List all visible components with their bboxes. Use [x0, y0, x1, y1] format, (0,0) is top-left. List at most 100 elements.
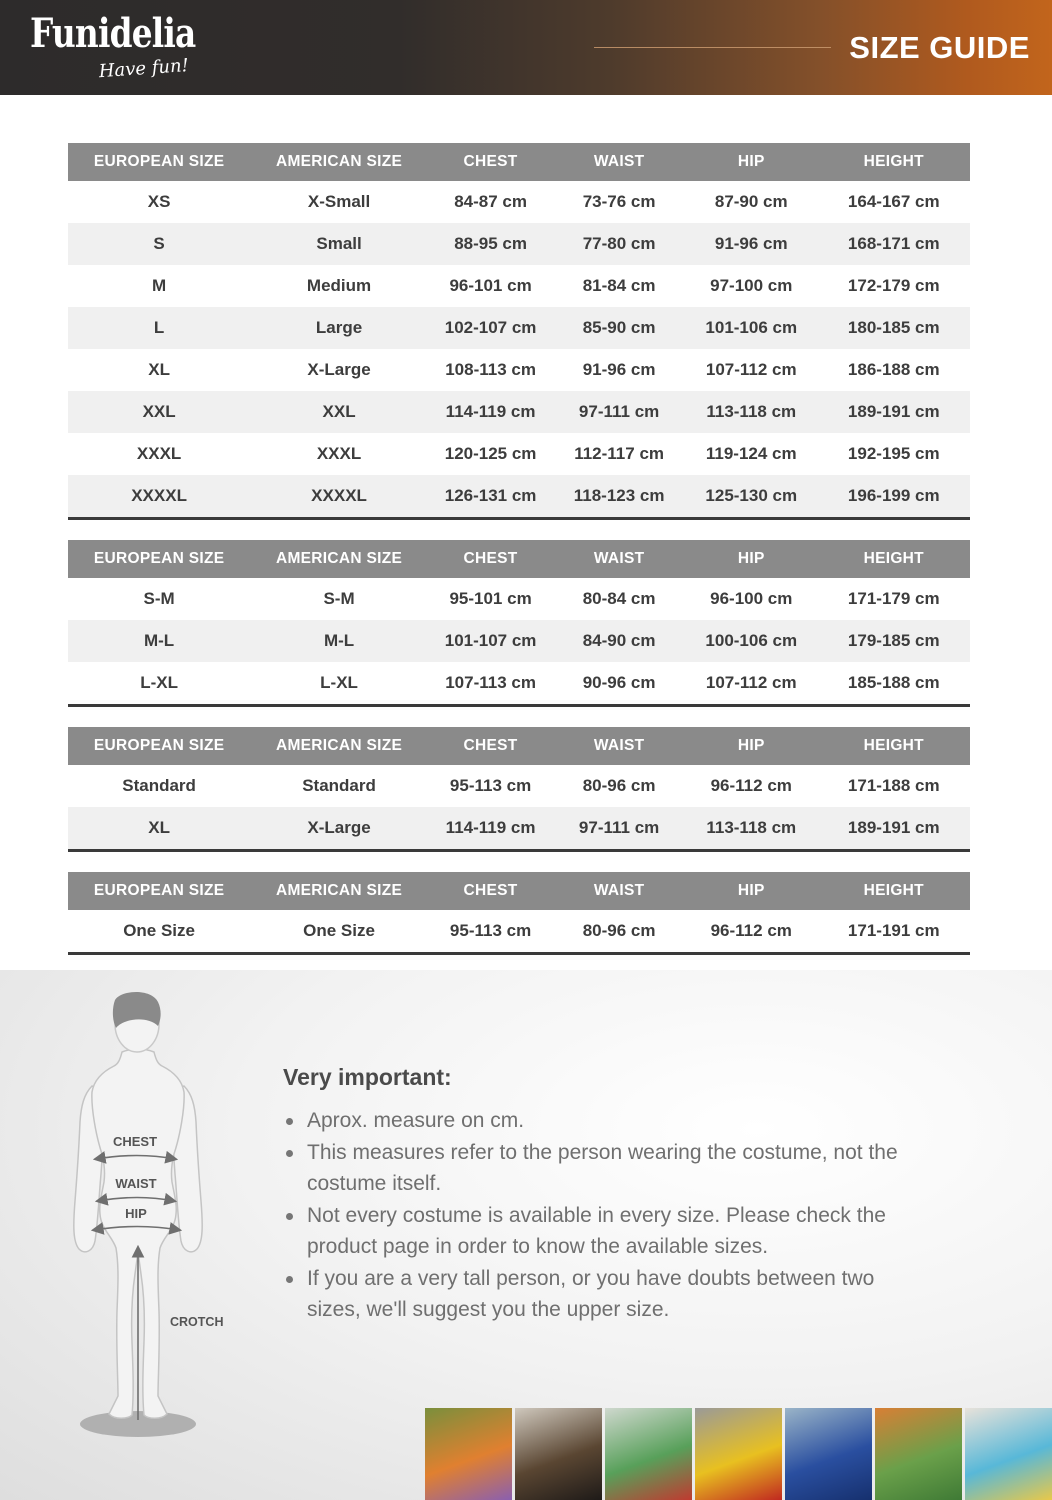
- bullet-dot: [286, 1118, 293, 1125]
- table-cell: X-Small: [307, 192, 371, 211]
- table-row: One Size One Size 95-113 cm 80-96 cm 96-112 …: [68, 910, 970, 952]
- table-cell: 120-125 cm: [444, 444, 537, 463]
- size-table-1: EUROPEAN SIZE AMERICAN SIZE CHEST WAIST HIP H…: [68, 143, 970, 520]
- table-cell: 100-106 cm: [705, 631, 798, 650]
- column-header: HEIGHT: [863, 153, 924, 170]
- table-row: M Medium 96-101 cm 81-84 cm 97-100 cm 172-179…: [68, 265, 970, 307]
- table-cell: 97-111 cm: [578, 818, 660, 837]
- size-table-3: EUROPEAN SIZE AMERICAN SIZE CHEST WAIST HIP H…: [68, 727, 970, 852]
- table-cell: XXXL: [316, 444, 362, 463]
- costume-photo-green-red-hero-costumes: [605, 1408, 692, 1500]
- table-cell: Standard: [302, 776, 376, 795]
- table-cell: 186-188 cm: [847, 360, 940, 379]
- note-bullet: Not every costume is available in every …: [283, 1200, 931, 1263]
- column-header: HIP: [737, 153, 765, 170]
- column-header: WAIST: [593, 550, 645, 567]
- column-header: AMERICAN SIZE: [275, 153, 403, 170]
- column-header: CHEST: [463, 737, 518, 754]
- table-row: S-M S-M 95-101 cm 80-84 cm 96-100 cm 171-179 …: [68, 578, 970, 620]
- table-row: XS X-Small 84-87 cm 73-76 cm 87-90 cm 164-167…: [68, 181, 970, 223]
- notes-list: Aprox. measure on cm. This measures refer…: [283, 1105, 931, 1326]
- table-cell: Standard: [122, 776, 196, 795]
- table-cell: 73-76 cm: [582, 192, 656, 211]
- table-cell: 96-100 cm: [710, 589, 793, 608]
- table-cell: 192-195 cm: [847, 444, 940, 463]
- table-row: Standard Standard 95-113 cm 80-96 cm 96-112 …: [68, 765, 970, 807]
- crotch-label: CROTCH: [170, 1315, 223, 1329]
- column-header: AMERICAN SIZE: [275, 737, 403, 754]
- table-cell: One Size: [303, 921, 375, 940]
- table-row: XL X-Large 114-119 cm 97-111 cm 113-118 cm 18…: [68, 807, 970, 849]
- table-cell: 80-96 cm: [582, 776, 656, 795]
- important-notes: Very important: Aprox. measure on cm. Thi…: [283, 1064, 931, 1326]
- column-header: WAIST: [593, 153, 645, 170]
- table-cell: 185-188 cm: [847, 673, 940, 692]
- note-bullet: Aprox. measure on cm.: [283, 1105, 931, 1137]
- costume-photo-orange-costume-outdoors: [425, 1408, 512, 1500]
- table-cell: 96-101 cm: [449, 276, 532, 295]
- costume-photo-blue-family-costumes: [965, 1408, 1052, 1500]
- column-header: HIP: [737, 882, 765, 899]
- table-row: XL X-Large 108-113 cm 91-96 cm 107-112 cm 186…: [68, 349, 970, 391]
- table-cell: 80-84 cm: [582, 589, 656, 608]
- table-row: XXXXL XXXXL 126-131 cm 118-123 cm 125-130 cm…: [68, 475, 970, 517]
- table-cell: M-L: [323, 631, 355, 650]
- column-header: HEIGHT: [863, 882, 924, 899]
- table-cell: 196-199 cm: [847, 486, 940, 505]
- table-cell: XXL: [142, 402, 176, 421]
- table-cell: S-M: [143, 589, 175, 608]
- costume-photo-yellow-red-arcade-costumes: [695, 1408, 782, 1500]
- hip-measure-arrow: [90, 1222, 183, 1235]
- top-banner: Funidelia Have fun! SIZE GUIDE: [0, 0, 1052, 95]
- column-header: HEIGHT: [863, 550, 924, 567]
- column-header: AMERICAN SIZE: [275, 882, 403, 899]
- column-header: EUROPEAN SIZE: [93, 882, 225, 899]
- table-cell: 95-101 cm: [449, 589, 532, 608]
- table-cell: 171-188 cm: [847, 776, 940, 795]
- table-cell: XL: [148, 360, 170, 379]
- costume-photo-green-orange-fighter-costume: [875, 1408, 962, 1500]
- table-cell: 189-191 cm: [847, 818, 940, 837]
- table-cell: 81-84 cm: [582, 276, 656, 295]
- table-cell: 164-167 cm: [847, 192, 940, 211]
- table-cell: 126-131 cm: [444, 486, 537, 505]
- table-cell: 77-80 cm: [582, 234, 656, 253]
- decorative-line: [594, 47, 832, 48]
- table-cell: XS: [147, 192, 171, 211]
- table-cell: L-XL: [140, 673, 178, 692]
- column-header: HEIGHT: [863, 737, 924, 754]
- brand-logo: Funidelia Have fun!: [30, 10, 232, 83]
- column-header: EUROPEAN SIZE: [93, 737, 225, 754]
- table-cell: 97-111 cm: [578, 402, 660, 421]
- brand-wordmark: Funidelia: [30, 10, 196, 57]
- table-cell: 90-96 cm: [582, 673, 656, 692]
- table-cell: X-Large: [307, 818, 371, 837]
- notes-title: Very important:: [283, 1064, 452, 1090]
- banner-title-area: SIZE GUIDE: [594, 0, 1030, 95]
- table-cell: 84-87 cm: [454, 192, 527, 211]
- table-cell: 179-185 cm: [847, 631, 940, 650]
- page-title: SIZE GUIDE: [849, 29, 1030, 65]
- table-cell: 84-90 cm: [582, 631, 656, 650]
- figure-shadow: [80, 1411, 196, 1437]
- size-tables: EUROPEAN SIZE AMERICAN SIZE CHEST WAIST HIP H…: [68, 143, 970, 975]
- table-cell: M: [152, 276, 167, 295]
- table-cell: XXXXL: [131, 486, 187, 505]
- column-header: HIP: [737, 550, 765, 567]
- table-cell: One Size: [123, 921, 195, 940]
- table-cell: 171-191 cm: [847, 921, 940, 940]
- table-cell: 180-185 cm: [847, 318, 940, 337]
- chest-measure-arrow: [92, 1150, 179, 1164]
- table-cell: 113-118 cm: [706, 402, 797, 421]
- note-bullet: If you are a very tall person, or you ha…: [283, 1263, 931, 1326]
- table-cell: 125-130 cm: [705, 486, 798, 505]
- brand-tagline: Have fun!: [98, 55, 190, 83]
- photo-strip: [425, 1408, 1052, 1500]
- table-cell: 107-113 cm: [445, 673, 536, 692]
- column-header: CHEST: [463, 550, 518, 567]
- table-cell: L: [153, 318, 165, 337]
- table-cell: 91-96 cm: [582, 360, 656, 379]
- table-cell: XXL: [322, 402, 356, 421]
- table-cell: 107-112 cm: [705, 673, 797, 692]
